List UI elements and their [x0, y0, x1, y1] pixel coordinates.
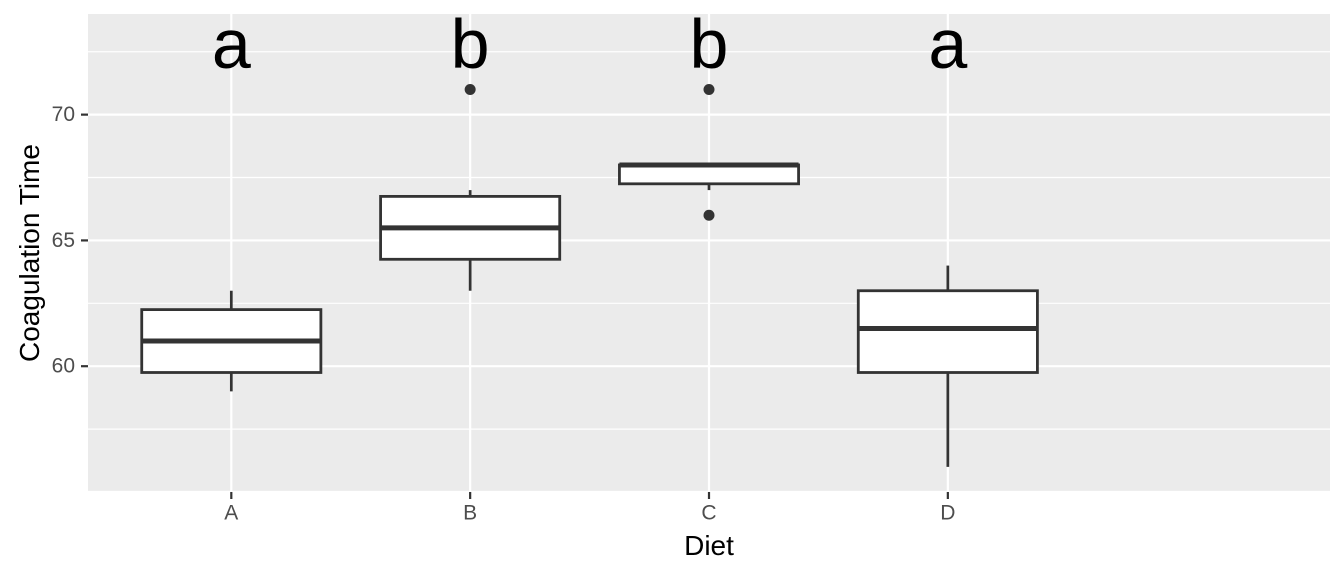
y-axis-title: Coagulation Time — [14, 144, 45, 362]
x-tick-label-A: A — [224, 502, 238, 525]
y-tick-label: 60 — [52, 355, 75, 378]
box-C — [618, 163, 800, 186]
x-tick-label-C: C — [701, 502, 716, 525]
outlier-point-C — [703, 83, 715, 95]
outlier-point-B — [464, 83, 476, 95]
sig-letter-D: a — [928, 5, 967, 83]
box-D — [856, 289, 1039, 374]
outlier-point-C — [703, 209, 715, 221]
x-tick-label-B: B — [463, 502, 477, 525]
x-axis-title: Diet — [684, 530, 734, 561]
sig-letter-A: a — [212, 5, 251, 83]
y-tick-label: 65 — [52, 229, 75, 252]
sig-letter-B: b — [451, 5, 490, 83]
x-tick-label-D: D — [940, 502, 955, 525]
sig-letter-C: b — [690, 5, 729, 83]
y-tick-label: 70 — [52, 103, 75, 126]
